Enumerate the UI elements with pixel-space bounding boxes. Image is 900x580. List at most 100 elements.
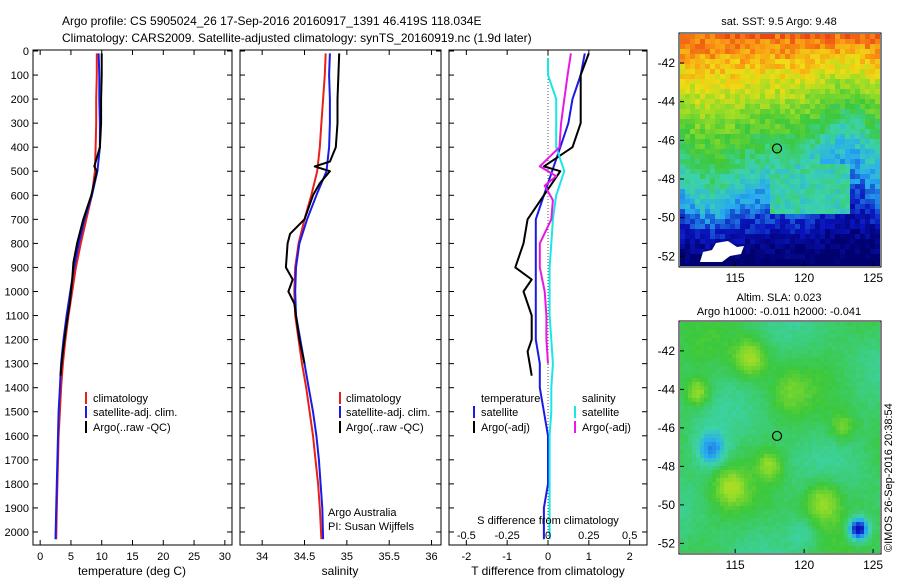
map-cell [828, 506, 832, 510]
map-cell [808, 478, 812, 482]
map-cell [708, 514, 712, 518]
map-cell [708, 522, 712, 526]
map-cell [700, 109, 705, 114]
map-cell [820, 390, 824, 394]
map-cell [720, 494, 724, 498]
map-cell [870, 39, 875, 44]
map-cell [692, 410, 696, 414]
map-cell [872, 474, 876, 478]
map-cell [788, 538, 792, 542]
map-cell [720, 234, 725, 239]
map-cell [815, 189, 820, 194]
map-cell [812, 366, 816, 370]
map-cell [856, 442, 860, 446]
map-cell [795, 134, 800, 139]
map-cell [755, 199, 760, 204]
map-cell [704, 450, 708, 454]
legend-entry-satellite: satellite-adj. clim. [346, 407, 430, 419]
map-cell [688, 442, 692, 446]
map-cell [876, 350, 880, 354]
map-cell [800, 430, 804, 434]
map-cell [872, 418, 876, 422]
map-cell [815, 134, 820, 139]
map-cell [710, 169, 715, 174]
map-cell [792, 426, 796, 430]
map-cell [688, 470, 692, 474]
map-cell [872, 378, 876, 382]
map-cell [852, 478, 856, 482]
map-cell [752, 490, 756, 494]
map-cell [850, 139, 855, 144]
map-cell [810, 134, 815, 139]
map-cell [770, 129, 775, 134]
map-cell [820, 474, 824, 478]
map-cell [685, 154, 690, 159]
map-cell [860, 169, 865, 174]
map-cell [690, 159, 695, 164]
map-cell [704, 410, 708, 414]
map-cell [760, 366, 764, 370]
map-cell [825, 119, 830, 124]
map-cell [708, 358, 712, 362]
map-cell [755, 134, 760, 139]
map-cell [708, 446, 712, 450]
map-cell [690, 194, 695, 199]
map-cell [860, 54, 865, 59]
y-tick-label: 1700 [5, 455, 29, 467]
map-cell [764, 350, 768, 354]
map-cell [812, 422, 816, 426]
map-cell [805, 139, 810, 144]
map-cell [730, 129, 735, 134]
map-cell [704, 466, 708, 470]
map-cell [790, 229, 795, 234]
map-cell [785, 244, 790, 249]
map-cell [856, 382, 860, 386]
map-cell [860, 338, 864, 342]
map-cell [745, 239, 750, 244]
map-cell [740, 366, 744, 370]
map-cell [855, 194, 860, 199]
map-cell [810, 229, 815, 234]
map-cell [776, 422, 780, 426]
map-cell [705, 184, 710, 189]
map-cell [824, 322, 828, 326]
map-cell [740, 234, 745, 239]
map-cell [716, 454, 720, 458]
map-cell [696, 434, 700, 438]
map-cell [820, 530, 824, 534]
map-cell [810, 244, 815, 249]
map-cell [876, 534, 880, 538]
map-cell [790, 79, 795, 84]
map-cell [720, 54, 725, 59]
map-cell [788, 458, 792, 462]
map-cell [735, 114, 740, 119]
map-cell [872, 442, 876, 446]
map-cell [790, 204, 795, 209]
map-cell [728, 350, 732, 354]
map-cell [705, 169, 710, 174]
map-cell [812, 354, 816, 358]
map-cell [845, 189, 850, 194]
map-cell [872, 370, 876, 374]
map-cell [732, 390, 736, 394]
map-cell [832, 502, 836, 506]
map-cell [736, 330, 740, 334]
map-cell [868, 482, 872, 486]
map-cell [744, 350, 748, 354]
map-cell [760, 454, 764, 458]
map-cell [680, 164, 685, 169]
map-cell [690, 139, 695, 144]
map-cell [690, 59, 695, 64]
map-cell [800, 338, 804, 342]
map-cell [810, 164, 815, 169]
map-cell [692, 494, 696, 498]
map-cell [768, 530, 772, 534]
map-cell [812, 410, 816, 414]
map-cell [848, 338, 852, 342]
map-cell [780, 522, 784, 526]
map-cell [684, 530, 688, 534]
map-cell [792, 414, 796, 418]
map-cell [845, 119, 850, 124]
map-cell [812, 482, 816, 486]
map-cell [700, 434, 704, 438]
